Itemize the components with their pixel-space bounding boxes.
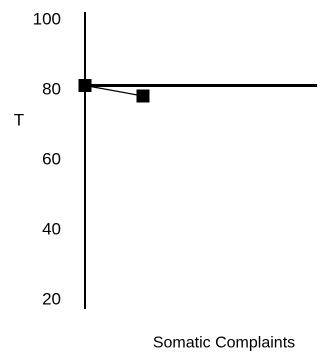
x-axis-label: Somatic Complaints xyxy=(153,335,295,352)
y-tick-labels: 100 80 60 40 20 xyxy=(33,10,61,309)
y-tick-label: 80 xyxy=(42,80,61,99)
y-tick-label: 100 xyxy=(33,10,61,29)
y-tick-label: 40 xyxy=(42,220,61,239)
data-point-marker xyxy=(136,89,150,103)
series-group xyxy=(78,79,150,103)
data-point-marker xyxy=(78,79,92,92)
y-tick-label: 60 xyxy=(42,150,61,169)
y-axis-label: T xyxy=(14,111,24,130)
y-tick-label: 20 xyxy=(42,290,61,309)
series-segment xyxy=(84,84,144,97)
